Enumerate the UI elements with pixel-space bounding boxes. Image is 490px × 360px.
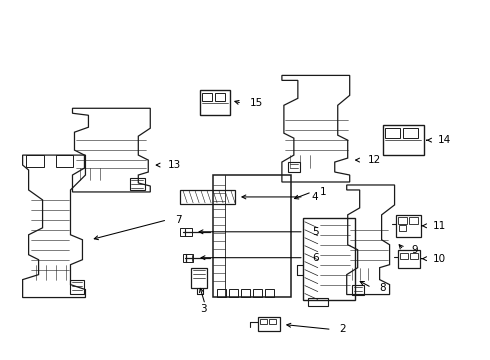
Bar: [217, 289, 226, 297]
Bar: [410, 253, 417, 259]
Bar: [180, 228, 192, 236]
Bar: [288, 162, 300, 172]
Bar: [191, 268, 207, 288]
Bar: [303, 218, 355, 300]
Bar: [403, 128, 417, 138]
Bar: [25, 155, 44, 167]
Text: 5: 5: [312, 227, 318, 237]
Bar: [395, 215, 420, 237]
Bar: [265, 289, 274, 297]
Text: 11: 11: [433, 221, 446, 231]
Bar: [130, 178, 145, 190]
Bar: [269, 319, 276, 324]
Bar: [215, 93, 225, 101]
Bar: [383, 125, 424, 155]
Bar: [55, 155, 74, 167]
Bar: [180, 190, 235, 204]
Bar: [241, 289, 250, 297]
Bar: [183, 254, 193, 262]
Bar: [399, 253, 408, 259]
Bar: [398, 225, 406, 231]
Bar: [229, 289, 238, 297]
Text: 14: 14: [438, 135, 451, 145]
Text: 15: 15: [250, 98, 263, 108]
Bar: [213, 175, 291, 297]
Bar: [397, 250, 419, 268]
Text: 8: 8: [380, 283, 386, 293]
Bar: [253, 289, 262, 297]
Text: 9: 9: [412, 245, 418, 255]
Bar: [397, 217, 407, 224]
Text: 12: 12: [368, 155, 381, 165]
Text: 13: 13: [168, 160, 181, 170]
Text: 3: 3: [200, 305, 207, 315]
Bar: [260, 319, 267, 324]
Bar: [352, 285, 364, 294]
Bar: [409, 217, 417, 224]
Text: 1: 1: [320, 187, 326, 197]
Bar: [71, 280, 84, 293]
Bar: [385, 128, 399, 138]
Bar: [200, 90, 230, 115]
Bar: [258, 318, 280, 332]
Text: 7: 7: [175, 215, 182, 225]
Bar: [308, 298, 328, 306]
Text: 6: 6: [312, 253, 318, 263]
Bar: [202, 93, 212, 101]
Text: 2: 2: [340, 324, 346, 334]
Text: 10: 10: [433, 254, 445, 264]
Text: 4: 4: [312, 192, 318, 202]
